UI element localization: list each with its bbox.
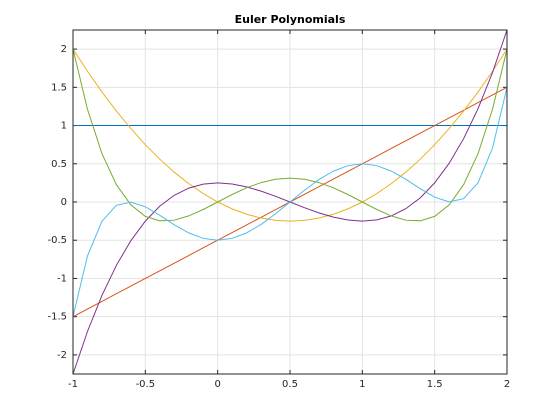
series-line — [72, 48, 508, 222]
x-tick-label: 0.5 — [282, 379, 298, 390]
y-tick-label: -1 — [57, 273, 67, 284]
y-tick-label: -1.5 — [47, 312, 67, 323]
y-tick-label: 0.5 — [51, 159, 67, 170]
y-tick-label: 2 — [61, 44, 67, 55]
x-tick-label: -1 — [68, 379, 78, 390]
y-tick-label: -0.5 — [47, 235, 67, 246]
x-tick-label: 2 — [504, 379, 510, 390]
y-tick-label: 1.5 — [51, 82, 67, 93]
y-tick-label: -2 — [57, 350, 67, 361]
x-tick-label: 1.5 — [427, 379, 443, 390]
y-tick-label: 1 — [61, 121, 67, 132]
chart-title: Euler Polynomials — [235, 13, 346, 26]
y-tick-label: 0 — [61, 197, 67, 208]
x-tick-label: 0 — [214, 379, 220, 390]
series-line — [72, 48, 508, 222]
x-tick-label: -0.5 — [136, 379, 156, 390]
x-tick-label: 1 — [359, 379, 365, 390]
axes-box — [72, 29, 508, 375]
series-line — [72, 87, 508, 317]
